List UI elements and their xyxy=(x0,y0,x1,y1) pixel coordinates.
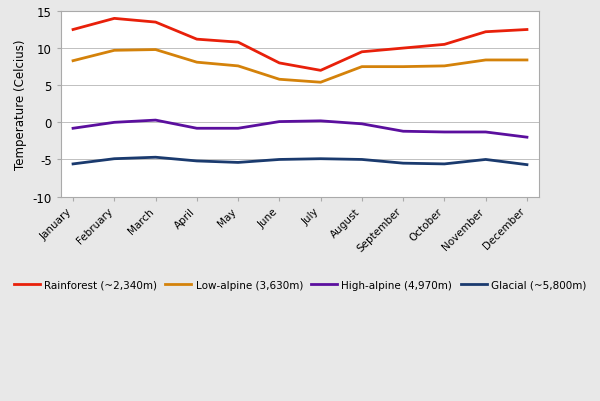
Rainforest (~2,340m) xyxy=(193,38,200,43)
High-alpine (4,970m) xyxy=(358,122,365,127)
High-alpine (4,970m) xyxy=(276,120,283,125)
Glacial (~5,800m) xyxy=(193,159,200,164)
High-alpine (4,970m) xyxy=(400,130,407,134)
Rainforest (~2,340m) xyxy=(400,47,407,51)
Rainforest (~2,340m) xyxy=(523,28,530,33)
Low-alpine (3,630m) xyxy=(193,61,200,65)
Low-alpine (3,630m) xyxy=(523,59,530,63)
High-alpine (4,970m) xyxy=(523,136,530,140)
Low-alpine (3,630m) xyxy=(70,59,77,64)
Glacial (~5,800m) xyxy=(111,157,118,162)
Rainforest (~2,340m) xyxy=(235,41,242,45)
Rainforest (~2,340m) xyxy=(111,17,118,22)
Low-alpine (3,630m) xyxy=(152,48,159,53)
Line: High-alpine (4,970m): High-alpine (4,970m) xyxy=(73,121,527,138)
Low-alpine (3,630m) xyxy=(441,64,448,69)
Low-alpine (3,630m) xyxy=(482,59,489,63)
High-alpine (4,970m) xyxy=(152,118,159,123)
Glacial (~5,800m) xyxy=(441,162,448,167)
Low-alpine (3,630m) xyxy=(400,65,407,70)
Line: Low-alpine (3,630m): Low-alpine (3,630m) xyxy=(73,51,527,83)
Glacial (~5,800m) xyxy=(70,162,77,167)
High-alpine (4,970m) xyxy=(193,127,200,132)
Rainforest (~2,340m) xyxy=(276,61,283,66)
Rainforest (~2,340m) xyxy=(482,30,489,35)
Rainforest (~2,340m) xyxy=(70,28,77,33)
High-alpine (4,970m) xyxy=(70,127,77,132)
High-alpine (4,970m) xyxy=(317,119,324,124)
Low-alpine (3,630m) xyxy=(111,49,118,54)
Glacial (~5,800m) xyxy=(152,156,159,160)
High-alpine (4,970m) xyxy=(235,127,242,132)
Low-alpine (3,630m) xyxy=(235,64,242,69)
Low-alpine (3,630m) xyxy=(276,78,283,83)
Glacial (~5,800m) xyxy=(523,163,530,168)
High-alpine (4,970m) xyxy=(111,121,118,126)
Low-alpine (3,630m) xyxy=(358,65,365,70)
Glacial (~5,800m) xyxy=(358,158,365,162)
Rainforest (~2,340m) xyxy=(441,43,448,48)
Rainforest (~2,340m) xyxy=(358,50,365,55)
Legend: Rainforest (~2,340m), Low-alpine (3,630m), High-alpine (4,970m), Glacial (~5,800: Rainforest (~2,340m), Low-alpine (3,630m… xyxy=(14,280,586,290)
Line: Glacial (~5,800m): Glacial (~5,800m) xyxy=(73,158,527,165)
Rainforest (~2,340m) xyxy=(152,20,159,25)
Low-alpine (3,630m) xyxy=(317,81,324,85)
Glacial (~5,800m) xyxy=(400,161,407,166)
Glacial (~5,800m) xyxy=(276,158,283,162)
Glacial (~5,800m) xyxy=(317,157,324,162)
Y-axis label: Temperature (Celcius): Temperature (Celcius) xyxy=(14,39,27,170)
Line: Rainforest (~2,340m): Rainforest (~2,340m) xyxy=(73,19,527,71)
High-alpine (4,970m) xyxy=(441,130,448,135)
High-alpine (4,970m) xyxy=(482,130,489,135)
Glacial (~5,800m) xyxy=(482,158,489,162)
Rainforest (~2,340m) xyxy=(317,69,324,73)
Glacial (~5,800m) xyxy=(235,161,242,166)
